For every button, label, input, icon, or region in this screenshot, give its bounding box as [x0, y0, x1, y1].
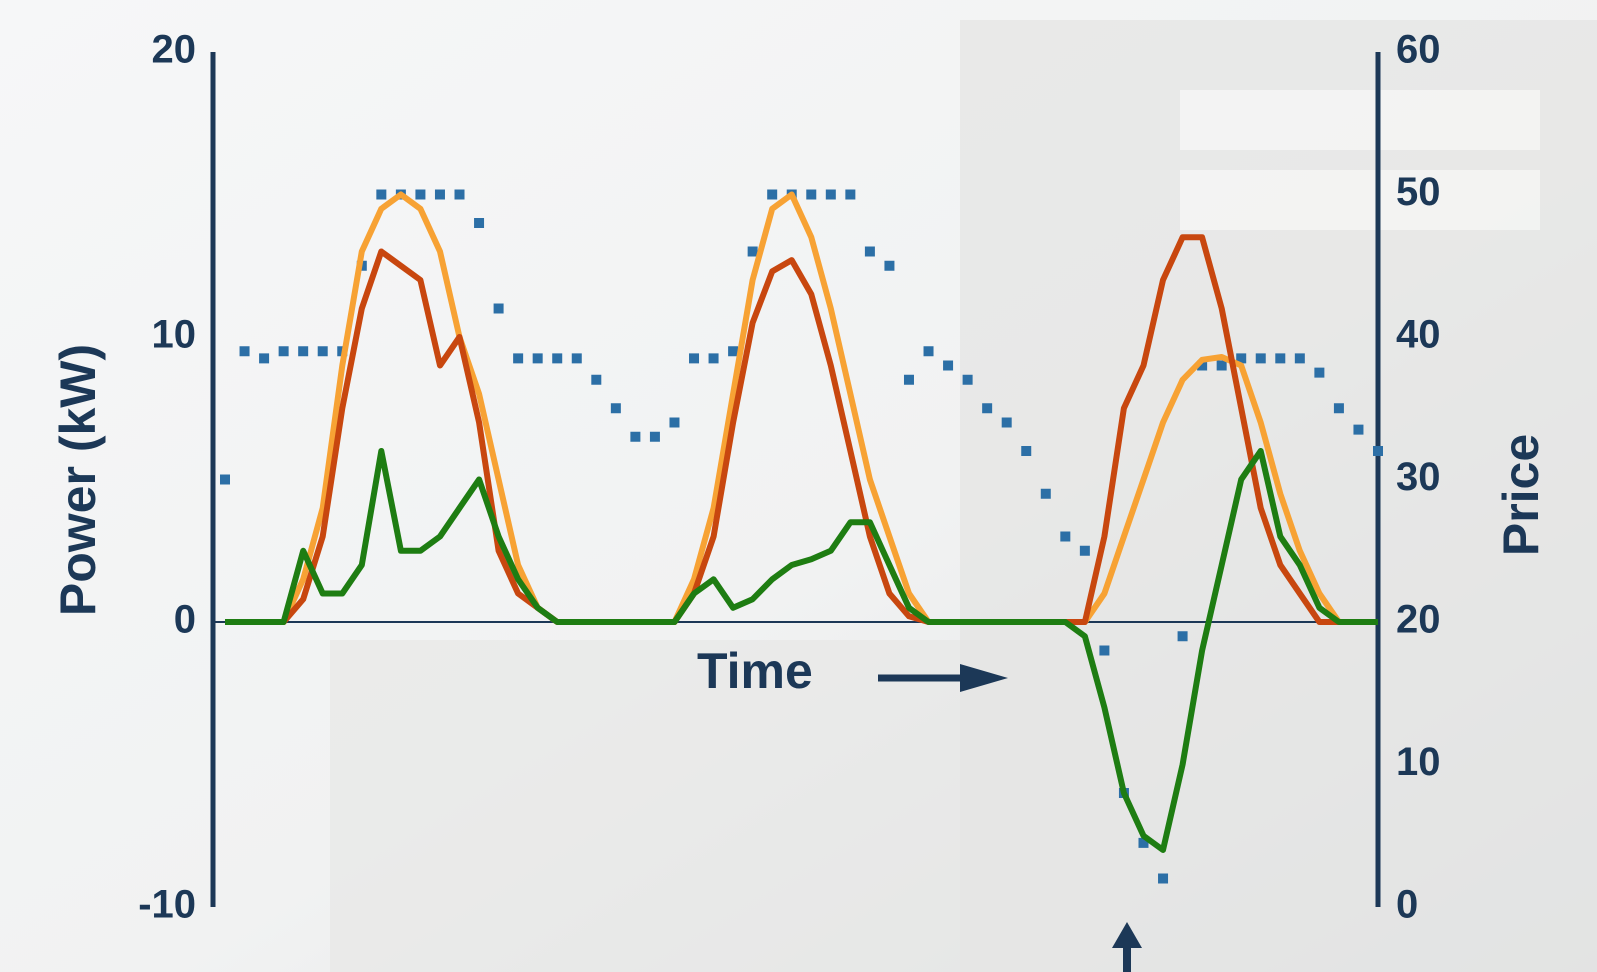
- y-tick-label: 0: [174, 598, 196, 642]
- price-point: [1275, 353, 1286, 364]
- price-point: [571, 353, 582, 364]
- background-panel: [1180, 90, 1540, 150]
- price-point: [1040, 488, 1051, 499]
- price-point: [434, 189, 445, 200]
- arrow-head: [960, 664, 1008, 692]
- price-point: [298, 346, 309, 357]
- price-point: [591, 374, 602, 385]
- price-point: [1001, 417, 1012, 428]
- background-panel: [1180, 170, 1540, 230]
- x-axis-title: Time: [697, 643, 813, 699]
- price-point: [1099, 645, 1110, 656]
- price-point: [474, 218, 485, 228]
- price-point: [630, 431, 641, 442]
- y2-tick-label: 0: [1396, 883, 1418, 927]
- price-point: [767, 189, 778, 200]
- plot-area: [210, 52, 1383, 907]
- price-point: [513, 353, 524, 364]
- y2-tick-label: 50: [1396, 170, 1441, 214]
- price-point: [610, 403, 621, 414]
- price-point: [923, 346, 934, 357]
- price-point: [903, 374, 914, 385]
- price-point: [1060, 531, 1071, 542]
- y-axis-title: Power (kW): [50, 344, 106, 616]
- price-point: [278, 346, 289, 357]
- price-point: [493, 303, 504, 314]
- price-point: [845, 189, 856, 200]
- background-roof: [330, 640, 1130, 972]
- price-point: [415, 189, 426, 200]
- y-tick-label: -10: [138, 883, 196, 927]
- price-point: [1079, 545, 1090, 556]
- price-point: [747, 246, 758, 257]
- series-line: [225, 234, 1378, 625]
- price-point: [1314, 367, 1325, 378]
- price-point: [1177, 631, 1188, 642]
- price-point: [1236, 353, 1247, 364]
- price-point: [1255, 353, 1266, 364]
- price-point: [728, 346, 739, 357]
- price-point: [376, 189, 387, 200]
- pointer-arrow: [1112, 922, 1142, 972]
- price-point: [962, 374, 973, 385]
- price-point: [454, 189, 465, 200]
- price-point: [259, 353, 270, 364]
- price-point: [943, 360, 954, 371]
- price-point: [1216, 360, 1227, 371]
- time-arrow: [878, 664, 1008, 692]
- price-point: [1294, 353, 1305, 364]
- price-point: [708, 353, 719, 364]
- price-point: [1333, 403, 1344, 414]
- price-point: [1373, 446, 1383, 456]
- y2-tick-label: 60: [1396, 28, 1441, 72]
- y2-tick-label: 20: [1396, 598, 1441, 642]
- price-point: [1138, 837, 1149, 848]
- price-point: [669, 417, 680, 428]
- price-point: [1021, 446, 1032, 456]
- price-point: [1158, 873, 1169, 884]
- y2-tick-label: 40: [1396, 313, 1441, 357]
- arrow-head: [1112, 922, 1142, 948]
- price-point: [982, 403, 993, 414]
- price-point: [825, 189, 836, 200]
- price-point: [649, 431, 660, 442]
- price-point: [239, 346, 250, 357]
- price-point: [884, 260, 895, 271]
- price-point: [317, 346, 328, 357]
- price-point: [864, 246, 875, 257]
- series-line: [225, 191, 1378, 625]
- price-point: [552, 353, 563, 364]
- price-point: [220, 474, 230, 485]
- y2-tick-label: 10: [1396, 740, 1441, 784]
- price-point: [1197, 360, 1208, 371]
- price-point: [806, 189, 817, 200]
- series-line: [225, 448, 1378, 853]
- price-point: [689, 353, 700, 364]
- y-tick-label: 20: [152, 28, 197, 72]
- y2-tick-label: 30: [1396, 455, 1441, 499]
- y2-axis-title: Price: [1493, 434, 1549, 556]
- price-point: [532, 353, 543, 364]
- y-tick-label: 10: [152, 313, 197, 357]
- price-point: [1353, 424, 1364, 435]
